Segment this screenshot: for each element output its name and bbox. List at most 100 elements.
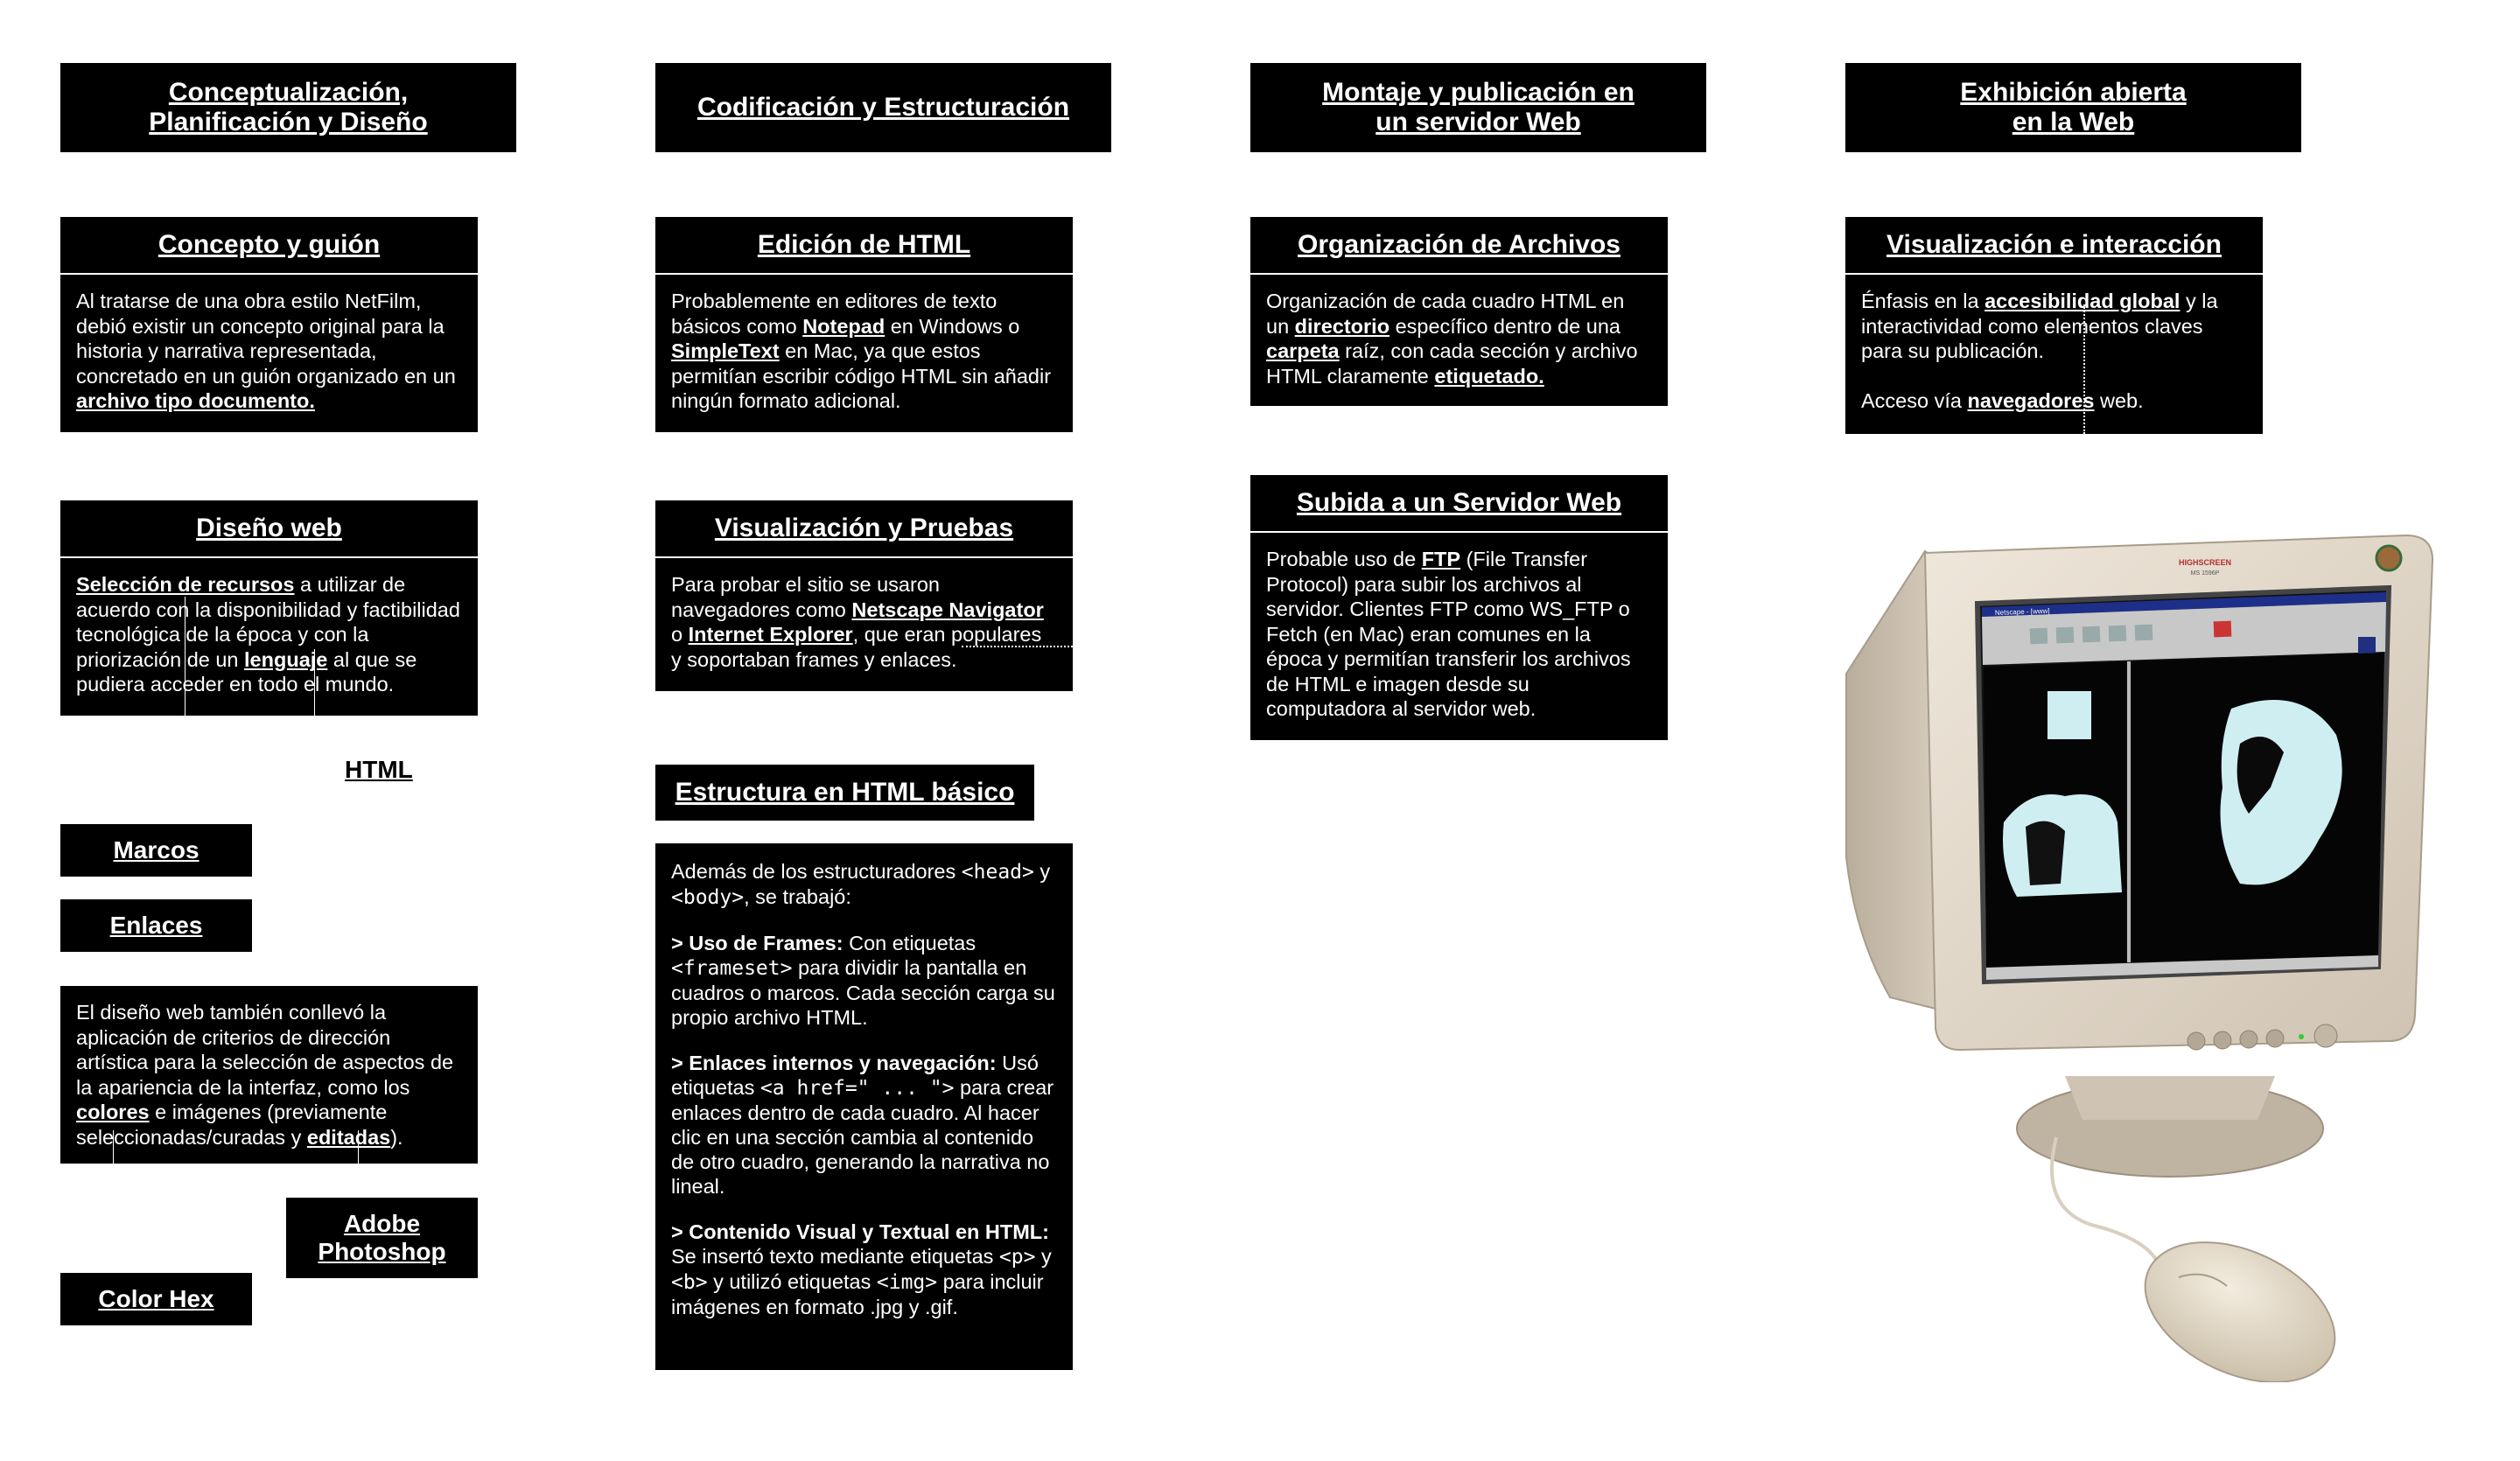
card-text: para crear enlaces dentro de cada cuadro… (671, 1076, 1054, 1198)
toolbar-button-icon (2082, 626, 2101, 643)
keyword-ftp: FTP (1421, 548, 1461, 570)
tag-adobe-photoshop: Adobe Photoshop (286, 1198, 478, 1278)
keyword-carpeta: carpeta (1266, 339, 1340, 362)
keyword-lenguaje: lenguaje (244, 647, 328, 671)
card-text: Se insertó texto mediante etiquetas (671, 1245, 999, 1268)
phase-header-line: un servidor Web (1376, 108, 1581, 136)
code-head: <head> (961, 861, 1034, 884)
card-text: Usó etiquetas (671, 1052, 1039, 1099)
toolbar-button-icon (2134, 624, 2153, 641)
toolbar-button-icon (2055, 626, 2075, 644)
card-text: , que eran populares y soportaban frames… (671, 623, 1042, 671)
couple-figure-shadow (2026, 821, 2065, 885)
code-body: <body> (671, 886, 745, 909)
card-text: Probablemente en editores de texto básic… (671, 290, 998, 338)
browser-toolbar (1982, 602, 2386, 665)
code-frameset: <frameset> (671, 957, 793, 980)
card-text: ). (390, 1125, 403, 1149)
tag-label: Adobe (343, 1210, 421, 1237)
card-text: Énfasis en la (1861, 290, 1985, 312)
browser-statusbar (1986, 955, 2378, 980)
card-visualizacion-interaccion: Visualización e interacción Énfasis en l… (1845, 217, 2263, 434)
section-heading: > Contenido Visual y Textual en HTML: (671, 1220, 1049, 1243)
card-text: web. (2094, 388, 2144, 412)
keyword-seleccion-recursos: Selección de recursos (76, 573, 295, 596)
card-text: en Windows o (885, 314, 1020, 338)
power-button-icon (2314, 1024, 2338, 1048)
phase-header-codificacion: Codificación y Estructuración (655, 63, 1111, 152)
keyword-simpletext: SimpleText (671, 339, 780, 362)
card-estructura-html: Además de los estructuradores <head> y <… (655, 843, 1073, 1370)
card-title: Diseño web (60, 500, 478, 558)
browser-titlebar (1982, 592, 2386, 617)
card-text: específico dentro de una (1390, 314, 1620, 338)
connector-line (185, 597, 186, 716)
card-title: Organización de Archivos (1250, 217, 1668, 275)
code-b: <b> (671, 1271, 708, 1294)
tag-html: HTML (345, 756, 413, 783)
connector-line-dotted (962, 646, 1073, 647)
card-diseno-web: Diseño web Selección de recursos a utili… (60, 500, 478, 716)
card-text: El diseño web también conllevó la aplica… (76, 1001, 454, 1099)
connector-line-dotted (2083, 304, 2085, 434)
card-text: para incluir imágenes en formato .jpg y … (671, 1270, 1044, 1318)
card-direccion-artistica: El diseño web también conllevó la aplica… (60, 986, 478, 1164)
card-text: Organización de cada cuadro HTML en un (1266, 290, 1625, 338)
card-organizacion-archivos: Organización de Archivos Organización de… (1250, 217, 1668, 406)
netscape-logo-icon (2358, 637, 2376, 654)
keyword-navegadores: navegadores (1967, 388, 2095, 412)
card-text: en Mac, ya que estos permitían escribir … (671, 339, 1052, 412)
card-text: (File Transfer Protocol) para subir los … (1266, 548, 1631, 720)
keyword-notepad: Notepad (802, 314, 886, 338)
card-concepto-guion: Concepto y guión Al tratarse de una obra… (60, 217, 478, 432)
card-title: Visualización y Pruebas (655, 500, 1073, 558)
connector-line (314, 649, 315, 716)
card-text: Probable uso de (1266, 548, 1422, 570)
tag-label: Marcos (113, 836, 200, 863)
phase-header-line: en la Web (2012, 108, 2135, 136)
toolbar-button-icon (2108, 625, 2127, 642)
card-title: Estructura en HTML básico (675, 778, 1015, 807)
monitor-model: MS 1596P (2191, 570, 2220, 577)
card-text: Para probar el sitio se usaron navegador… (671, 573, 940, 621)
mouse-button-divider (2178, 1273, 2228, 1287)
monitor-button-icon (2213, 1031, 2232, 1050)
phase-header-line: Conceptualización, (168, 78, 409, 107)
phase-header-line: Codificación y Estructuración (696, 93, 1070, 122)
card-text: Además de los estructuradores (671, 860, 962, 883)
crt-monitor-illustration: HIGHSCREEN MS 1596P Netscape - [www] (1845, 534, 2434, 1382)
monitor-brand: HIGHSCREEN (2179, 558, 2231, 567)
section-heading: > Enlaces internos y navegación: (671, 1052, 997, 1074)
monitor-button-icon (2239, 1030, 2258, 1049)
monitor-stand-neck (2065, 1076, 2275, 1120)
logo-emblem-icon (2375, 544, 2403, 572)
mouse-icon (2144, 1241, 2336, 1382)
tag-label: Photoshop (318, 1238, 446, 1265)
phase-header-line: Exhibición abierta (1960, 78, 2187, 107)
phase-header-line: Planificación y Diseño (149, 108, 428, 136)
power-led-icon (2299, 1034, 2304, 1039)
keyword-etiquetado: etiquetado. (1434, 364, 1544, 388)
card-edicion-html: Edición de HTML Probablemente en editore… (655, 217, 1073, 432)
phase-header-line: Montaje y publicación en (1322, 78, 1634, 107)
tag-label: Color Hex (98, 1285, 214, 1312)
card-title: Concepto y guión (60, 217, 478, 275)
mouse-cable (2050, 1136, 2163, 1278)
card-text: al que se pudiera acceder en todo el mun… (76, 647, 417, 696)
connector-line (358, 1130, 359, 1164)
code-a-href: <a href=" ... "> (760, 1077, 955, 1100)
card-title: Visualización e interacción (1845, 217, 2263, 275)
card-title: Subida a un Servidor Web (1250, 475, 1668, 533)
keyword-editadas: editadas (306, 1125, 391, 1149)
card-text: a utilizar de acuerdo con la disponibili… (76, 573, 460, 671)
phase-header-montaje: Montaje y publicación en un servidor Web (1250, 63, 1706, 152)
phase-header-conceptualizacion: Conceptualización, Planificación y Diseñ… (60, 63, 516, 152)
connector-line (113, 1130, 114, 1164)
keyword-netscape-navigator: Netscape Navigator (851, 598, 1044, 621)
tag-enlaces: Enlaces (60, 899, 252, 952)
keyword-directorio: directorio (1294, 314, 1390, 338)
card-title: Edición de HTML (655, 217, 1073, 275)
tag-color-hex: Color Hex (60, 1273, 252, 1325)
card-text: y (1035, 1245, 1052, 1268)
phase-header-exhibicion: Exhibición abierta en la Web (1845, 63, 2301, 152)
